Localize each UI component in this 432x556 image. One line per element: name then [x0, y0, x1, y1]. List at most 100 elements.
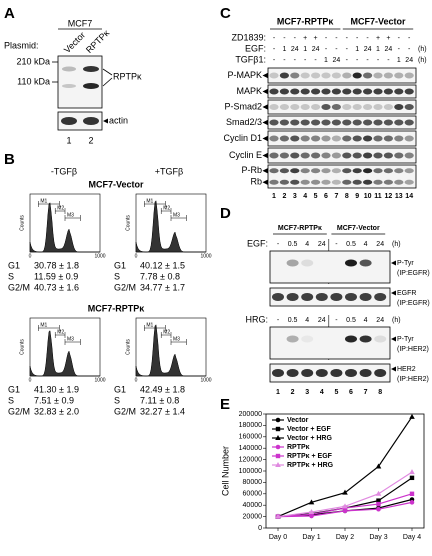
size-marker: 110 kDa: [17, 76, 50, 86]
treatment-value: +: [303, 35, 307, 42]
band: [331, 72, 341, 79]
treatment-value: -: [335, 317, 338, 324]
treatment-value: 24: [312, 46, 320, 53]
band: [311, 168, 321, 174]
band: [404, 152, 414, 159]
histogram: [135, 200, 206, 253]
lane-number: 9: [355, 193, 359, 200]
band: [321, 152, 331, 159]
x-tick-label: 1000: [94, 253, 105, 259]
band: [404, 88, 414, 95]
band: [373, 135, 383, 142]
rule: [102, 77, 113, 87]
arrow-head: [391, 366, 396, 372]
band: [363, 88, 373, 95]
treatment-value: 24: [333, 57, 341, 64]
group-name: MCF7-RPTPκ: [278, 225, 322, 232]
blot: [57, 55, 103, 109]
blot: [267, 164, 417, 189]
arrow-head: [263, 73, 268, 78]
treatment-value: 24: [376, 317, 384, 324]
arrow-head: [391, 290, 396, 296]
band: [373, 119, 383, 126]
band: [315, 293, 328, 301]
x-tick-label: 1000: [94, 377, 105, 383]
phase: G2/M: [114, 406, 136, 416]
band: [290, 135, 300, 142]
treatment-label: EGF:: [245, 43, 266, 53]
lane-number: 1: [272, 193, 276, 200]
treatment-label: HRG:: [246, 314, 269, 324]
y-tick-label: 120000: [239, 456, 262, 463]
band: [352, 179, 362, 185]
x-tick-label: 0: [135, 253, 138, 259]
treatment-value: -: [277, 317, 280, 324]
treatment-value: -: [398, 46, 401, 53]
legend-label: Vector + EGF: [287, 426, 331, 433]
histogram: [135, 324, 206, 377]
band: [383, 152, 393, 159]
marker: [376, 498, 381, 503]
gate-label: M2: [163, 205, 170, 211]
band: [279, 88, 289, 95]
phase-value: 7.78 ± 0.8: [140, 271, 180, 281]
band: [300, 135, 310, 142]
lane-number: 12: [385, 193, 393, 200]
phase: G2/M: [114, 282, 136, 292]
blot: [269, 363, 391, 383]
lane-number: 1: [276, 389, 280, 396]
marker: [342, 503, 348, 509]
treatment-value: 1: [355, 46, 359, 53]
x-tick-label: 0: [135, 377, 138, 383]
treatment-value: -: [273, 35, 276, 42]
phase-value: 34.77 ± 1.7: [140, 282, 185, 292]
y-tick-label: 20000: [243, 513, 263, 520]
treatment-value: 0.5: [346, 241, 356, 248]
group-name: MCF7-Vector: [88, 179, 144, 189]
band: [394, 135, 404, 142]
band: [352, 119, 362, 126]
marker: [275, 444, 281, 450]
legend-label: RPTPκ: [287, 444, 310, 451]
y-tick-label: 60000: [243, 491, 263, 498]
phase-value: 7.11 ± 0.8: [140, 395, 179, 405]
phase: S: [114, 395, 120, 405]
treatment-value: -: [335, 46, 338, 53]
band: [352, 88, 362, 95]
band: [269, 135, 279, 142]
band: [301, 293, 314, 301]
panel-letter: D: [220, 205, 231, 222]
band: [394, 152, 404, 159]
marker: [309, 512, 314, 517]
blot-label: P-Smad2: [224, 101, 262, 111]
band: [331, 119, 341, 126]
y-axis-label: Counts: [125, 215, 131, 231]
gate-label: M3: [173, 212, 180, 218]
phase-value: 11.59 ± 0.9: [34, 271, 78, 281]
treatment-value: -: [283, 35, 286, 42]
treatment-value: -: [325, 35, 328, 42]
y-tick-label: 160000: [239, 434, 262, 441]
band: [374, 293, 387, 301]
treatment-value: +: [376, 35, 380, 42]
treatment-value: 24: [385, 46, 393, 53]
band: [359, 369, 372, 377]
band: [373, 168, 383, 174]
phase: S: [114, 271, 120, 281]
treatment-value: -: [283, 57, 286, 64]
band: [404, 135, 414, 142]
gate-label: M1: [146, 322, 153, 328]
band: [272, 369, 284, 377]
band: [321, 72, 331, 79]
y-tick-label: 100000: [239, 468, 262, 475]
band: [300, 88, 310, 95]
lane-number: 11: [374, 193, 382, 200]
phase-value: 32.83 ± 2.0: [34, 406, 79, 416]
band: [286, 293, 299, 301]
treatment-value: -: [377, 57, 380, 64]
treatment-value: -: [366, 35, 369, 42]
x-tick-label: 1000: [200, 253, 211, 259]
group-name: MCF7-Vector: [350, 16, 406, 26]
